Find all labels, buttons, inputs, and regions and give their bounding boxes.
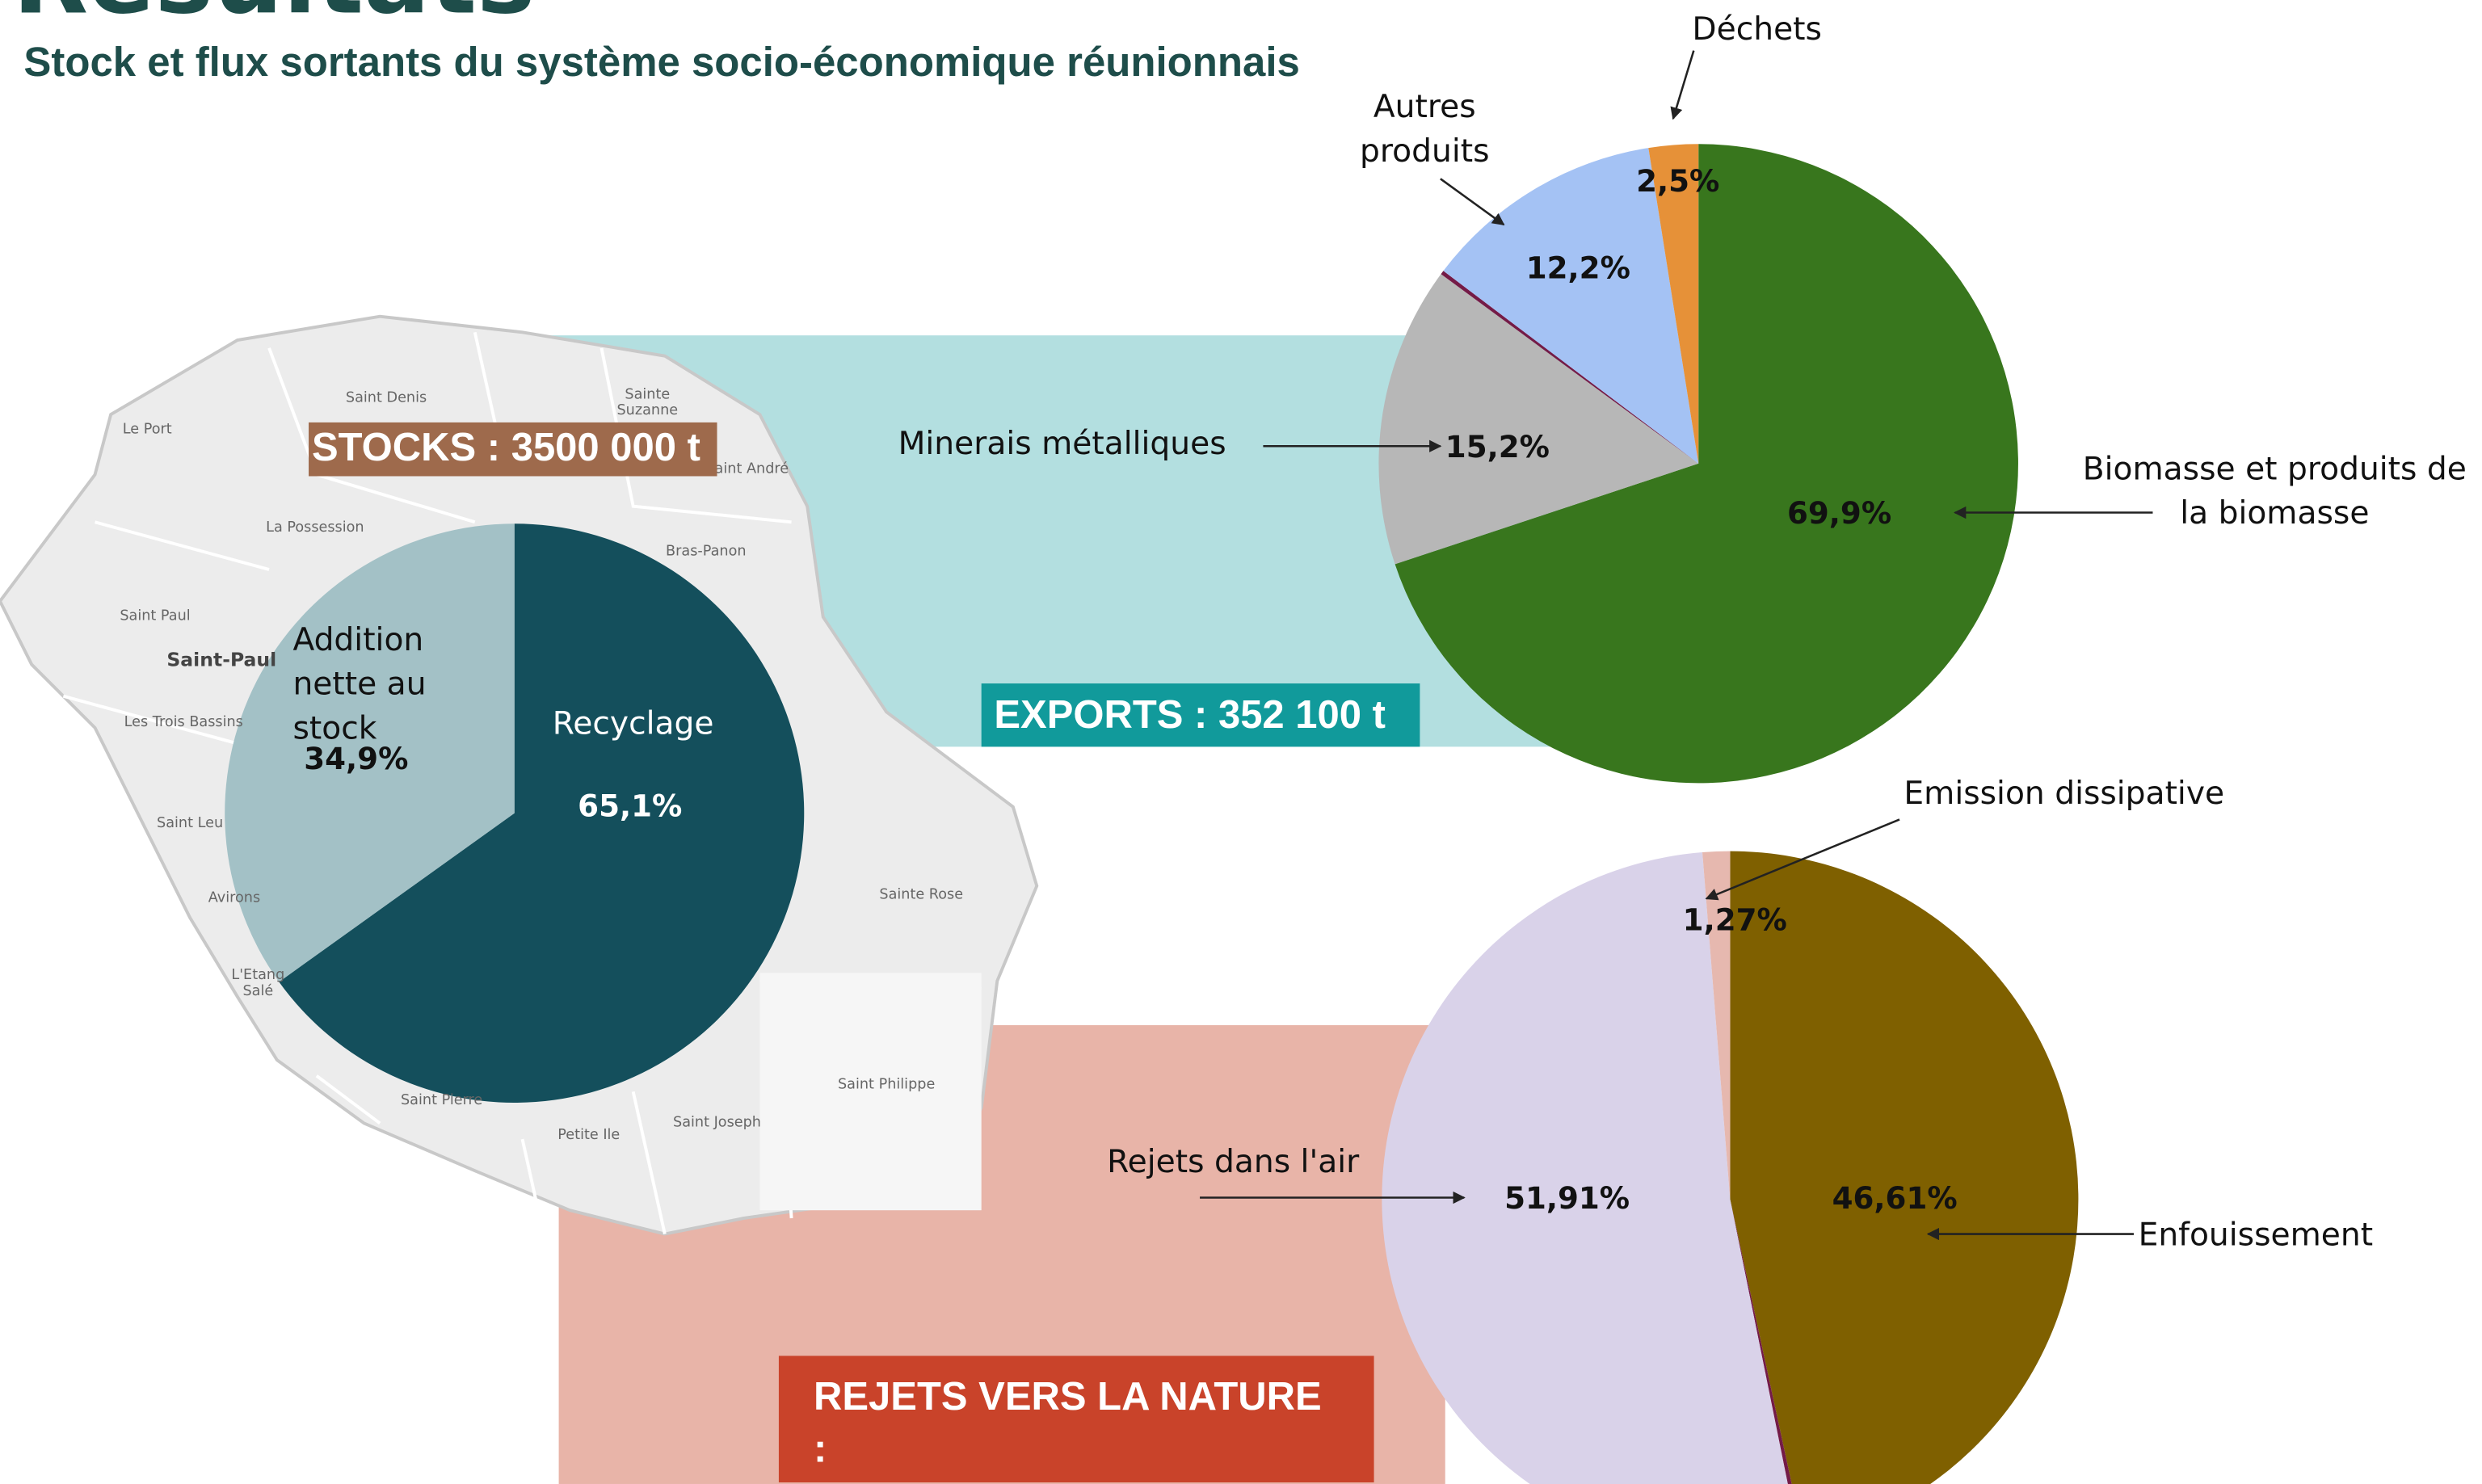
slice-category-label: Rejets dans l'air <box>1107 1141 1360 1180</box>
slice-value-label: 34,9% <box>304 742 409 777</box>
slide-title: Résultats <box>13 0 536 28</box>
map-zone <box>759 973 982 1211</box>
slice-category-label: Déchets <box>1692 9 1822 48</box>
map-label: Le Port <box>122 422 172 439</box>
pie-slice <box>1441 271 1699 464</box>
pie-slice <box>1730 851 2079 1484</box>
slice-value-label: 15,2% <box>1445 430 1550 465</box>
slice-value-label: 69,9% <box>1786 496 1892 532</box>
pie-slice <box>1648 144 1699 464</box>
map-label: Saint Leu <box>157 816 224 833</box>
map-label: Saint Denis <box>345 390 427 407</box>
rejets-box-line: 4 861 285 t <box>814 1476 1339 1484</box>
slice-category-label: Emission dissipative <box>1904 773 2225 812</box>
map-label: Sainte Suzanne <box>616 387 679 419</box>
map-label: Saint-Paul <box>166 648 277 671</box>
map-label: Sainte Rose <box>879 887 964 904</box>
slice-category-label: Enfouissement <box>2138 1215 2374 1254</box>
map-label: Petite Ile <box>557 1128 620 1144</box>
pie-slice <box>225 523 515 982</box>
pies <box>225 144 2079 1484</box>
slice-category-label: Minerais métalliques <box>898 423 1226 462</box>
pie-slice <box>1378 274 1699 565</box>
slice-value-label: 51,91% <box>1504 1181 1630 1217</box>
slice-category-label: Addition nette au stock <box>292 620 427 747</box>
slice-category-label: Autres produits <box>1360 86 1490 170</box>
map-label: Saint Paul <box>120 608 191 625</box>
slice-value-label: 46,61% <box>1832 1181 1958 1217</box>
slice-category-label: Biomasse et produits de la biomasse <box>2082 449 2467 532</box>
pie-slice <box>279 523 805 1104</box>
map-label: Saint André <box>705 461 789 478</box>
exports-box: EXPORTS : 352 100 t <box>981 683 1420 747</box>
slice-category-label: Recyclage <box>552 704 714 742</box>
slice-value-label: 12,2% <box>1525 251 1630 287</box>
pie-slice <box>1702 851 1731 1200</box>
map-label: Bras-Panon <box>666 544 747 561</box>
map-label: La Possession <box>266 520 364 536</box>
map-label: L'Etang Salé <box>231 968 285 1000</box>
slice-value-label: 65,1% <box>578 789 683 825</box>
map-label: Saint Pierre <box>400 1093 483 1109</box>
stocks-box: STOCKS : 3500 000 t <box>309 422 717 477</box>
map-label: Saint Joseph <box>673 1115 762 1132</box>
map-label: Saint Philippe <box>837 1077 936 1094</box>
pie-slice <box>1443 148 1699 464</box>
pie-slice <box>1382 851 1788 1484</box>
pie-slice <box>1395 144 2018 784</box>
slice-value-label: 2,5% <box>1636 164 1720 200</box>
rejets-box-line: REJETS VERS LA NATURE : <box>814 1374 1322 1472</box>
slice-value-label: 1,27% <box>1682 903 1787 939</box>
map-label: Avirons <box>208 890 261 907</box>
arrows <box>1200 50 2153 1241</box>
map-label: Les Trois Bassins <box>124 715 243 731</box>
rejets-box: REJETS VERS LA NATURE : 4 861 285 t <box>778 1356 1374 1484</box>
slide-subtitle: Stock et flux sortants du système socio-… <box>23 38 1300 86</box>
